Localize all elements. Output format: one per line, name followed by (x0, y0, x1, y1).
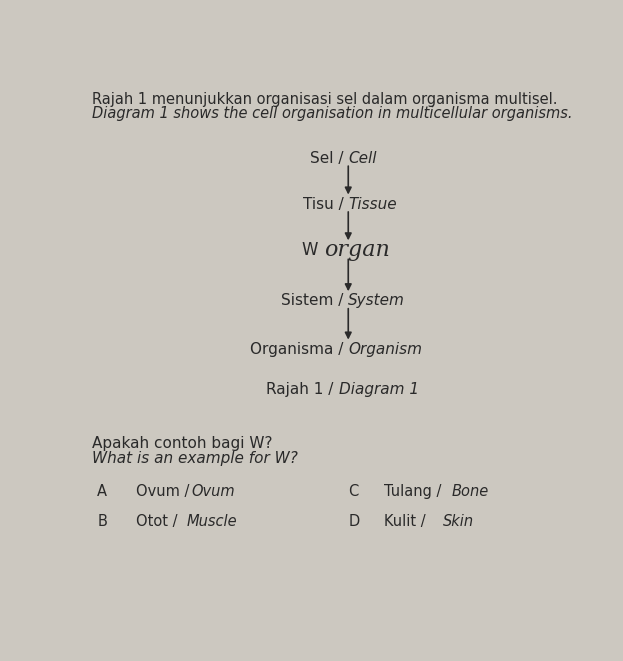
Text: B: B (97, 514, 107, 529)
Text: Otot /: Otot / (136, 514, 182, 529)
Text: System: System (348, 293, 405, 308)
Text: Apakah contoh bagi W?: Apakah contoh bagi W? (92, 436, 273, 451)
Text: Sel /: Sel / (310, 151, 348, 166)
Text: Diagram 1 shows the cell organisation in multicellular organisms.: Diagram 1 shows the cell organisation in… (92, 106, 573, 121)
Text: Bone: Bone (452, 484, 489, 499)
Text: Tulang /: Tulang / (384, 484, 447, 499)
Text: Ovum: Ovum (191, 484, 235, 499)
Text: D: D (348, 514, 359, 529)
Text: Cell: Cell (348, 151, 377, 166)
Text: Rajah 1 menunjukkan organisasi sel dalam organisma multisel.: Rajah 1 menunjukkan organisasi sel dalam… (92, 92, 558, 107)
Text: Rajah 1 /: Rajah 1 / (267, 382, 339, 397)
Text: C: C (348, 484, 358, 499)
Text: Organisma /: Organisma / (250, 342, 348, 356)
Text: A: A (97, 484, 107, 499)
Text: Tissue: Tissue (348, 196, 397, 212)
Text: What is an example for W?: What is an example for W? (92, 451, 298, 466)
Text: Skin: Skin (442, 514, 473, 529)
Text: Diagram 1: Diagram 1 (339, 382, 419, 397)
Text: W: W (302, 241, 324, 259)
Text: Organism: Organism (348, 342, 422, 356)
Text: Sistem /: Sistem / (281, 293, 348, 308)
Text: Tisu /: Tisu / (303, 196, 348, 212)
Text: organ: organ (324, 239, 390, 261)
Text: Ovum /: Ovum / (136, 484, 194, 499)
Text: Muscle: Muscle (186, 514, 237, 529)
Text: Kulit /: Kulit / (384, 514, 430, 529)
